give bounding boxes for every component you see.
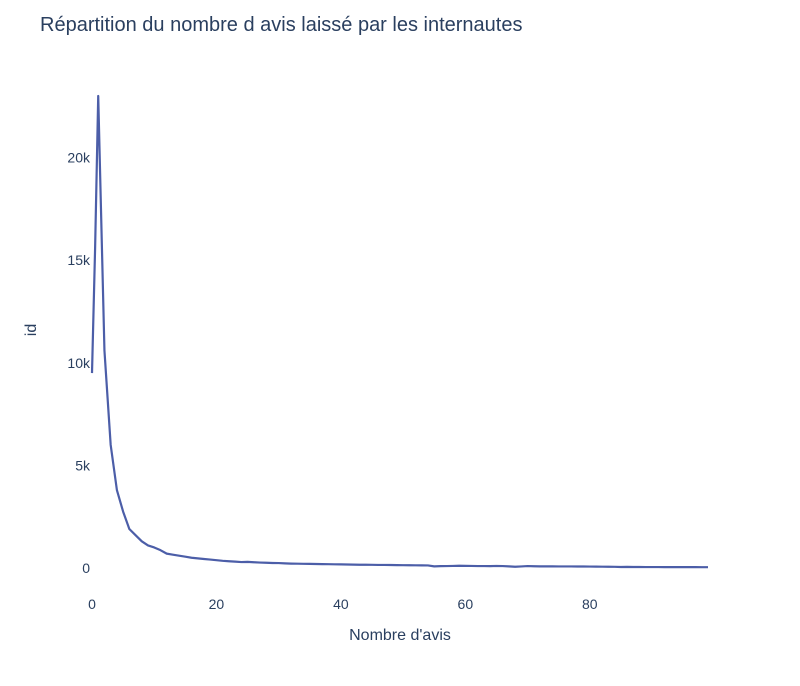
y-tick-label-4: 20k	[67, 150, 91, 166]
x-tick-label-1: 20	[209, 596, 225, 612]
y-axis-title: id	[23, 324, 40, 336]
x-tick-label-3: 60	[458, 596, 474, 612]
y-tick-label-3: 15k	[67, 252, 91, 268]
x-tick-label-4: 80	[582, 596, 598, 612]
y-tick-label-1: 5k	[75, 457, 91, 473]
y-tick-label-2: 10k	[67, 355, 91, 371]
y-tick-label-0: 0	[82, 560, 90, 576]
plot-area	[90, 94, 708, 569]
series-line-0	[90, 94, 708, 569]
x-tick-label-0: 0	[88, 596, 96, 612]
chart-title: Répartition du nombre d avis laissé par …	[40, 14, 523, 36]
x-axis-title: Nombre d'avis	[349, 627, 451, 644]
y-axis-ticks: 0 5k 10k 15k 20k	[67, 150, 91, 576]
x-tick-label-2: 40	[333, 596, 349, 612]
x-axis-ticks: 0 20 40 60 80	[88, 596, 598, 612]
